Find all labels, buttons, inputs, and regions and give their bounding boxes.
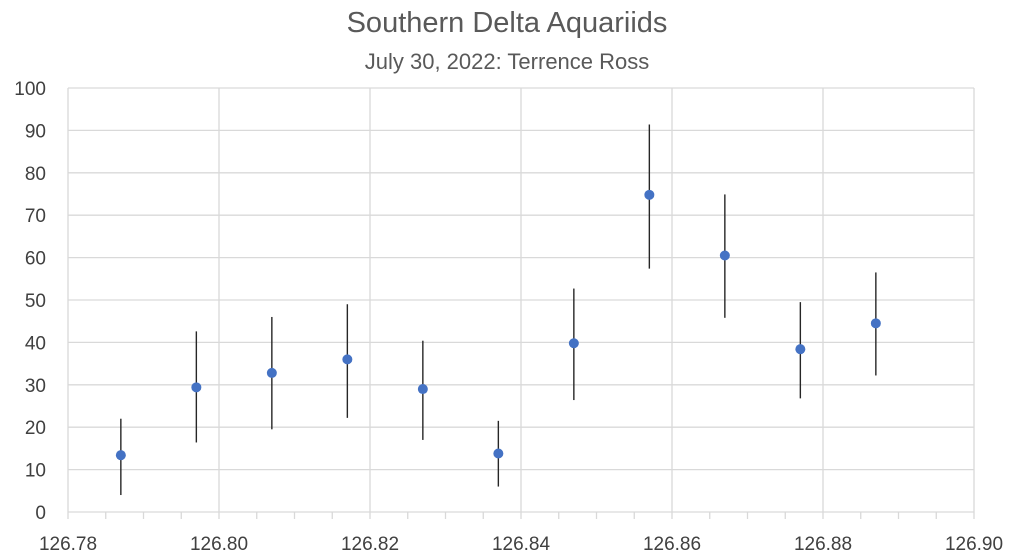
y-tick-label: 50 (25, 291, 46, 312)
x-tick-label: 126.78 (39, 534, 97, 555)
y-tick-label: 70 (25, 206, 46, 227)
data-point (870, 318, 881, 329)
y-tick-label: 30 (25, 376, 46, 397)
error-bars (120, 124, 877, 496)
y-tick-label: 40 (25, 333, 46, 354)
x-tick-label: 126.84 (492, 534, 551, 555)
data-point (266, 367, 277, 378)
data-points (115, 189, 881, 461)
data-point (644, 189, 655, 200)
data-point (568, 338, 579, 349)
chart-subtitle: July 30, 2022: Terrence Ross (365, 49, 650, 74)
y-tick-label: 90 (25, 121, 46, 142)
chart-title: Southern Delta Aquariids (347, 7, 668, 39)
y-tick-label: 20 (25, 418, 46, 439)
x-tick-label: 126.90 (945, 534, 1003, 555)
y-tick-label: 80 (25, 164, 46, 185)
tick-labels: 0 10 20 30 40 50 60 70 80 90 100 126.78 126.80 126.82… (14, 79, 1003, 555)
data-point (795, 344, 806, 355)
data-point (719, 250, 730, 261)
x-tick-label: 126.86 (643, 534, 701, 555)
data-point (191, 382, 202, 393)
x-tick-label: 126.82 (341, 534, 399, 555)
y-tick-label: 60 (25, 249, 46, 270)
x-tick-label: 126.80 (190, 534, 248, 555)
data-point (493, 448, 504, 459)
data-point (417, 384, 428, 395)
y-tick-label: 100 (14, 79, 46, 100)
y-tick-label: 0 (35, 503, 46, 524)
x-tick-label: 126.88 (794, 534, 852, 555)
data-point (342, 354, 353, 365)
data-point (115, 450, 126, 461)
y-tick-label: 10 (25, 461, 46, 482)
axes (67, 511, 975, 519)
grid-lines (67, 87, 975, 512)
